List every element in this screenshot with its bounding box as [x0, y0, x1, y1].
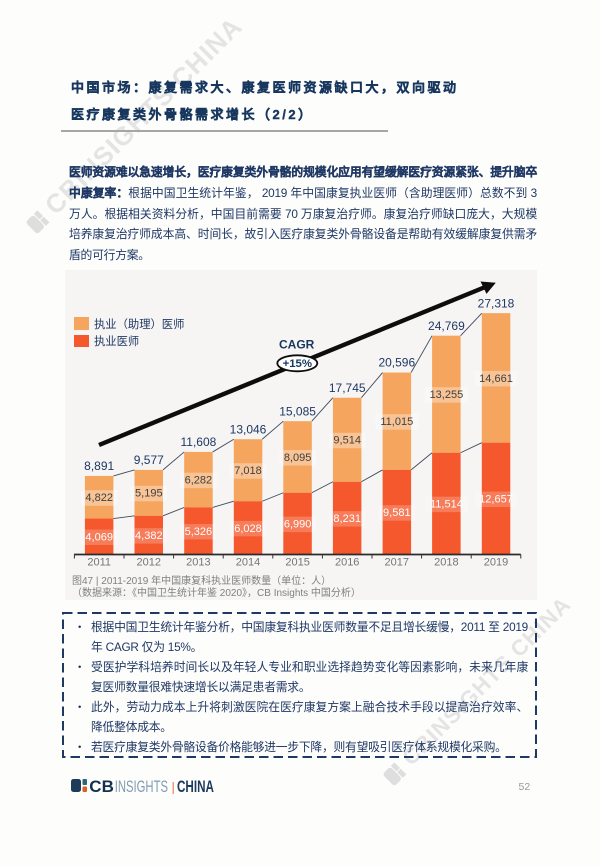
svg-text:6,990: 6,990: [284, 519, 312, 531]
svg-text:CHINA: CHINA: [177, 777, 214, 796]
svg-text:14,661: 14,661: [479, 373, 513, 385]
svg-text:24,769: 24,769: [428, 319, 465, 333]
svg-text:7,018: 7,018: [234, 465, 262, 477]
svg-text:5,326: 5,326: [185, 526, 213, 538]
svg-text:8,095: 8,095: [284, 452, 312, 464]
svg-text:INSIGHTS: INSIGHTS: [115, 777, 168, 796]
svg-text:8,231: 8,231: [333, 513, 361, 525]
svg-text:4,822: 4,822: [85, 492, 113, 504]
svg-text:11,514: 11,514: [430, 499, 463, 511]
svg-text:12,657: 12,657: [479, 493, 513, 505]
svg-text:11,608: 11,608: [180, 435, 216, 449]
svg-text:2018: 2018: [434, 557, 458, 569]
svg-text:13,255: 13,255: [430, 389, 464, 401]
svg-text:5,195: 5,195: [135, 488, 163, 500]
svg-text:6,028: 6,028: [234, 523, 262, 535]
svg-text:9,581: 9,581: [383, 507, 411, 519]
svg-text:20,596: 20,596: [378, 356, 415, 370]
svg-text:2016: 2016: [335, 557, 359, 569]
svg-text:13,046: 13,046: [230, 422, 267, 436]
svg-text:27,318: 27,318: [478, 296, 515, 310]
svg-text:2011: 2011: [87, 557, 111, 569]
svg-text:11,015: 11,015: [380, 416, 413, 428]
svg-text:15,085: 15,085: [279, 404, 316, 418]
svg-text:2019: 2019: [484, 557, 508, 569]
svg-text:6,282: 6,282: [185, 475, 213, 487]
svg-text:|: |: [172, 780, 175, 795]
svg-text:4,069: 4,069: [85, 531, 113, 543]
svg-text:+15%: +15%: [283, 358, 312, 370]
svg-text:2012: 2012: [137, 557, 161, 569]
svg-text:9,514: 9,514: [333, 435, 361, 447]
svg-text:4,382: 4,382: [135, 530, 163, 542]
svg-text:17,745: 17,745: [329, 381, 366, 395]
svg-text:2014: 2014: [236, 557, 260, 569]
svg-text:9,577: 9,577: [134, 453, 164, 467]
svg-text:2013: 2013: [186, 557, 210, 569]
svg-text:CB: CB: [89, 777, 114, 796]
svg-text:8,891: 8,891: [84, 459, 114, 473]
svg-text:CAGR: CAGR: [279, 338, 315, 352]
svg-text:2017: 2017: [385, 557, 409, 569]
svg-text:2015: 2015: [285, 557, 309, 569]
